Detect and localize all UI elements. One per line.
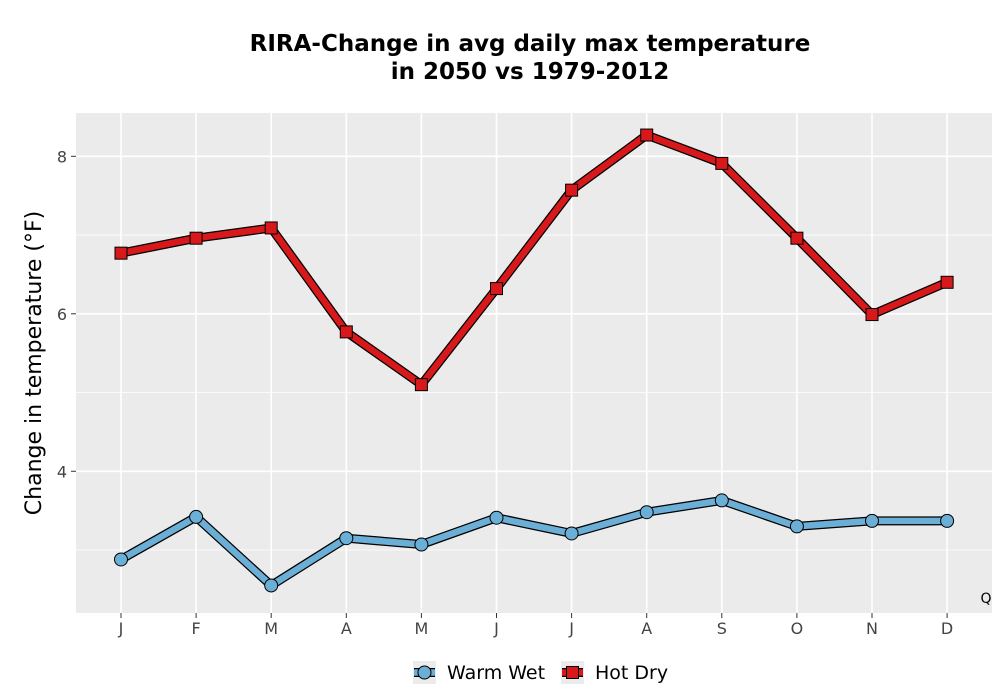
data-point — [489, 510, 504, 525]
data-point — [189, 231, 203, 245]
legend-marker — [566, 666, 579, 679]
data-point — [789, 519, 804, 534]
x-tick-label: F — [191, 619, 200, 638]
data-point — [189, 509, 204, 524]
data-point — [714, 493, 729, 508]
data-point — [940, 275, 954, 289]
x-tick-label: J — [568, 619, 574, 638]
series-warm-wet — [114, 493, 955, 593]
x-tick-label: J — [118, 619, 124, 638]
chart-title-line-1: RIRA-Change in avg daily max temperature — [249, 31, 811, 57]
data-point — [564, 526, 579, 541]
chart-title-line-2: in 2050 vs 1979-2012 — [390, 59, 670, 85]
legend-item-hot-dry: Hot Dry — [561, 661, 668, 684]
x-tick-label: A — [641, 619, 652, 638]
y-tick-label: 8 — [57, 147, 67, 166]
data-point — [414, 378, 428, 392]
data-point — [339, 531, 354, 546]
series-line — [117, 497, 951, 589]
data-point — [639, 505, 654, 520]
legend-label: Warm Wet — [447, 662, 545, 684]
x-tick-label: A — [341, 619, 352, 638]
series-hot-dry — [114, 128, 954, 392]
data-point — [339, 325, 353, 339]
data-point — [865, 308, 879, 322]
data-point — [114, 552, 128, 567]
legend-label: Hot Dry — [595, 662, 668, 684]
axes: 4 6 8 J F M A M J J A S O N D — [57, 147, 953, 638]
data-point — [264, 578, 279, 593]
x-tick-label: M — [264, 619, 278, 638]
y-axis-title: Change in temperature (°F) — [22, 211, 47, 515]
legend: Warm Wet Hot Dry — [413, 661, 668, 684]
data-point — [865, 513, 879, 528]
y-tick-label: 6 — [57, 305, 67, 324]
data-point — [414, 537, 429, 552]
x-tick-label: D — [941, 619, 953, 638]
data-point — [565, 183, 579, 197]
data-point — [715, 156, 729, 170]
data-point — [490, 282, 503, 296]
data-point — [940, 513, 955, 528]
x-tick-label: S — [717, 619, 727, 638]
legend-item-warm-wet: Warm Wet — [413, 661, 545, 684]
series-line — [117, 131, 951, 388]
x-tick-label: O — [791, 619, 804, 638]
x-tick-label: M — [414, 619, 428, 638]
data-point — [114, 246, 128, 260]
chart-title: RIRA-Change in avg daily max temperature… — [0, 30, 1000, 86]
x-tick-label: N — [866, 619, 878, 638]
x-tick-label: J — [493, 619, 499, 638]
series-layer — [114, 128, 955, 593]
legend-marker — [417, 665, 432, 680]
data-point — [790, 231, 804, 245]
y-tick-label: 4 — [57, 462, 67, 481]
data-point — [264, 221, 278, 235]
data-point — [640, 128, 654, 142]
corner-note: Q — [980, 591, 991, 607]
